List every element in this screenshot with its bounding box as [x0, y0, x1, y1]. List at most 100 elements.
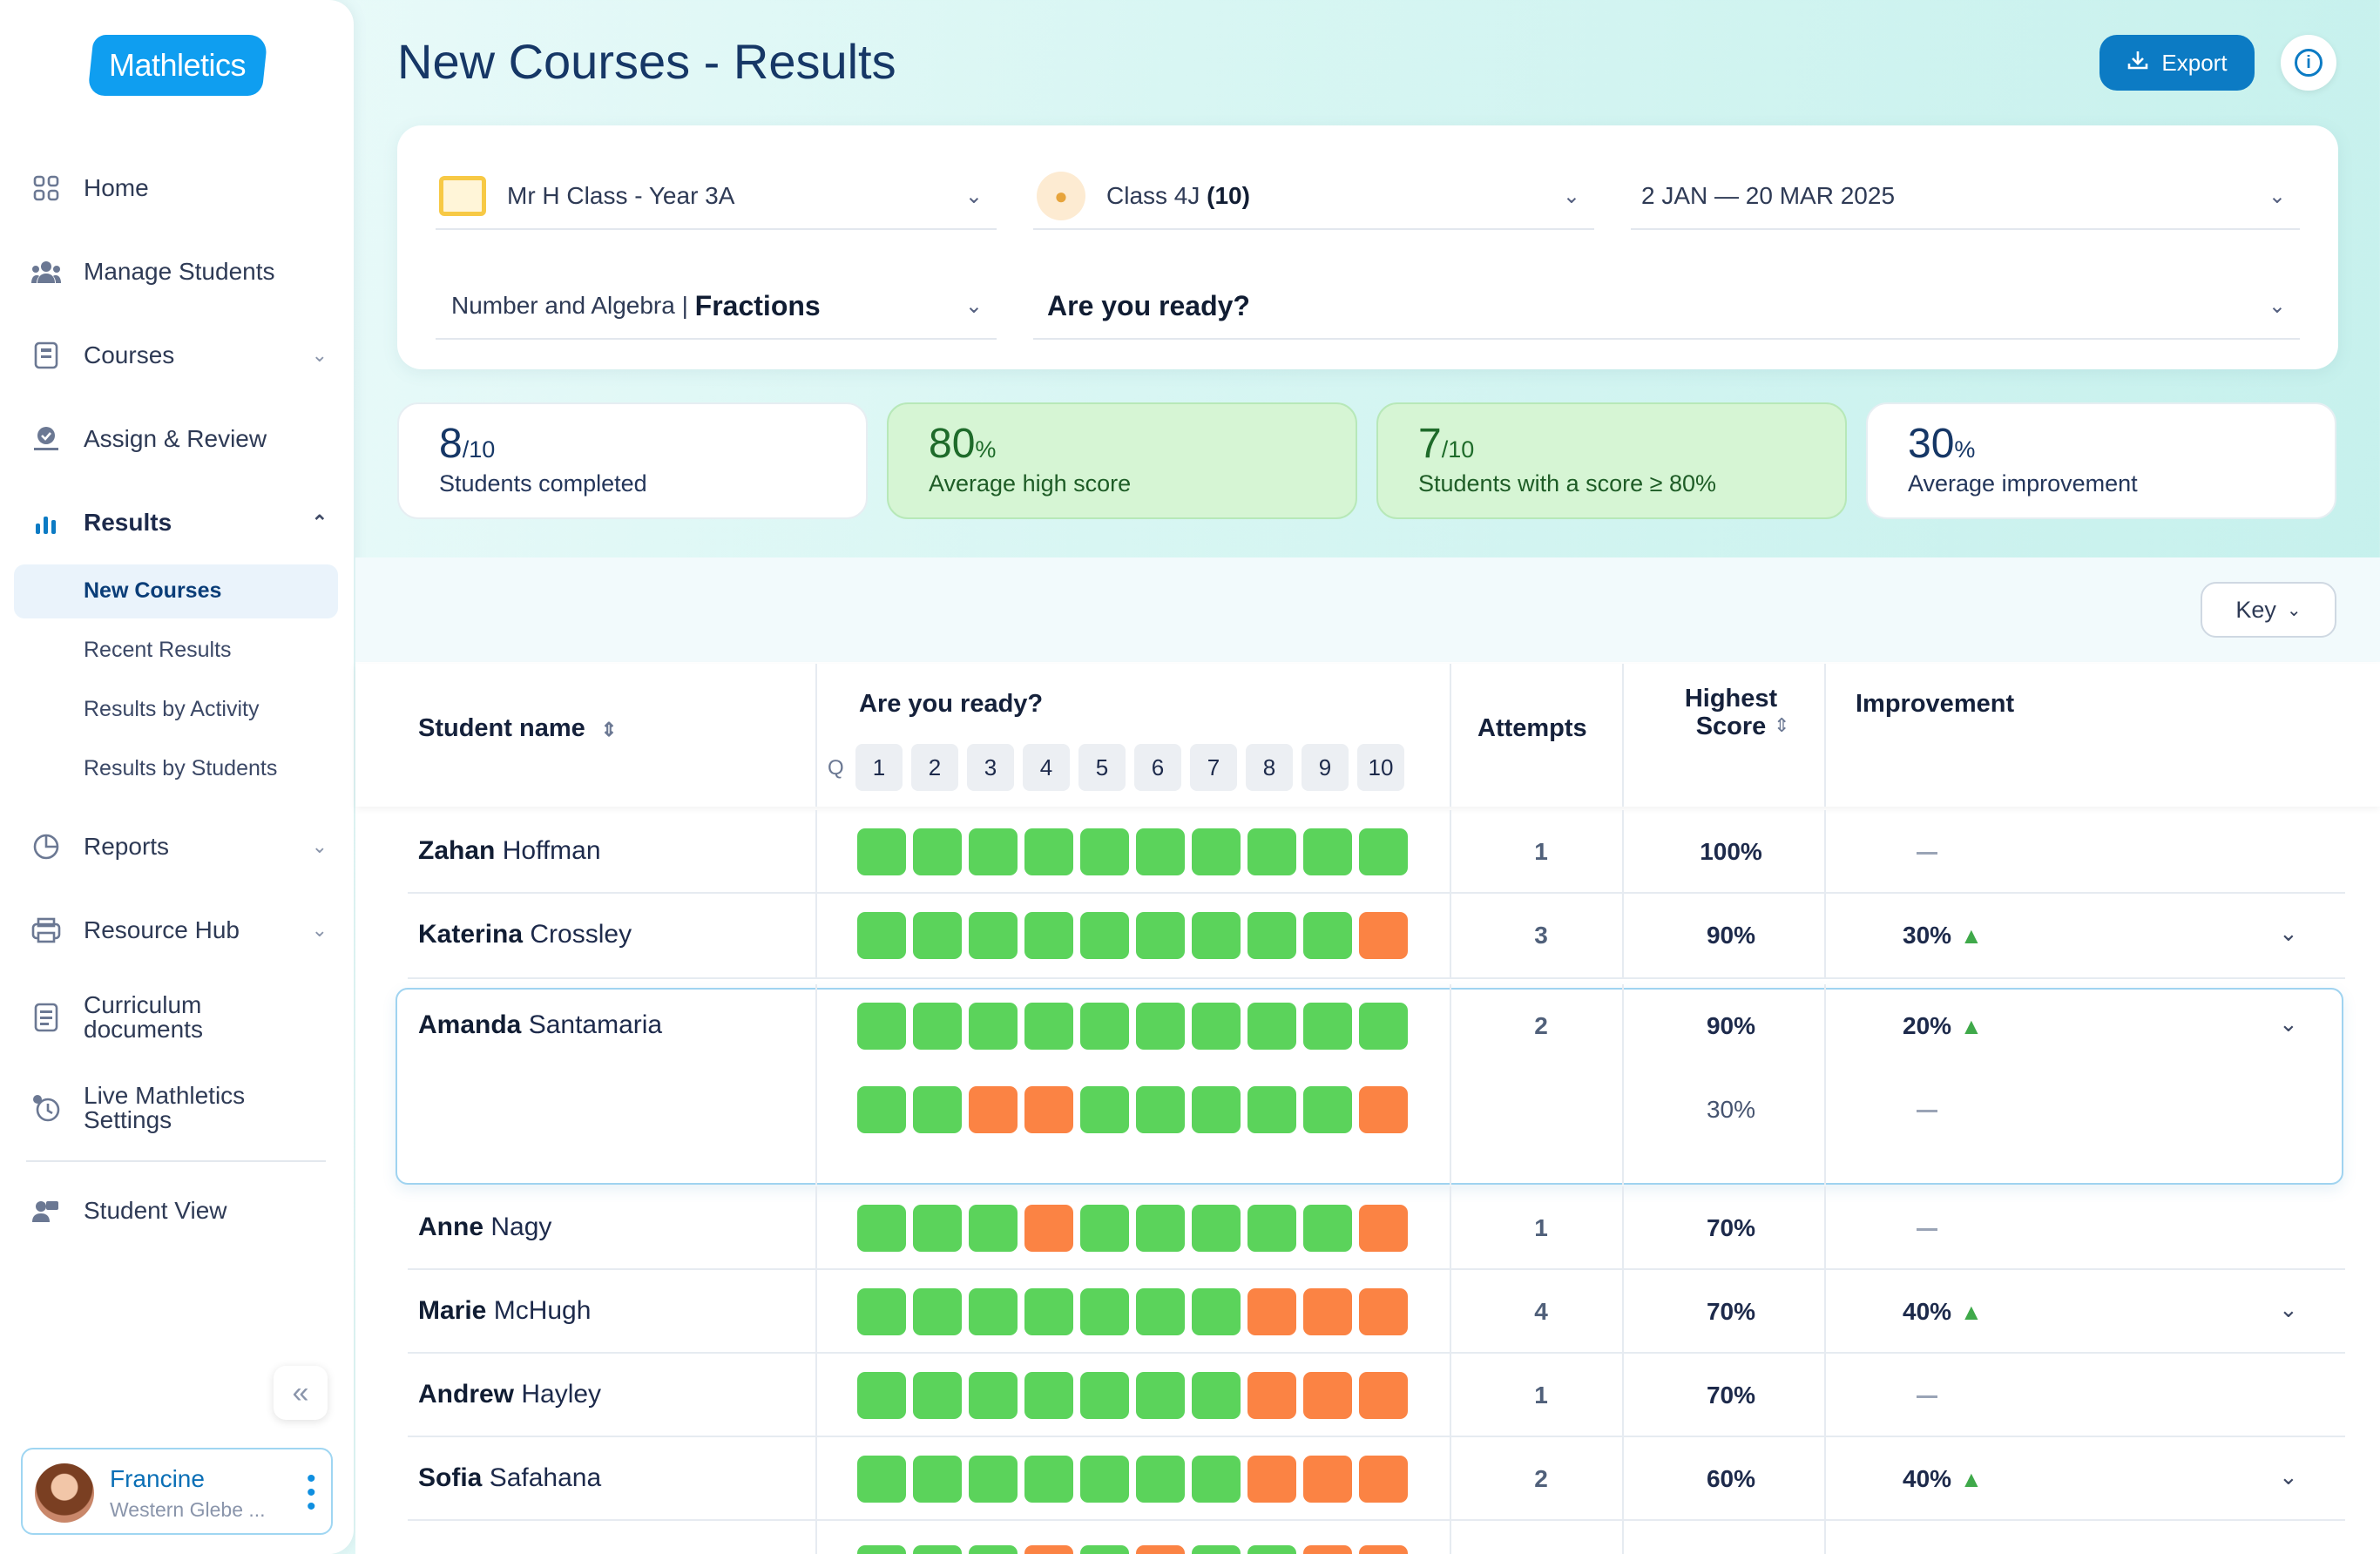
question-result-correct[interactable] [1192, 1545, 1241, 1554]
question-result-correct[interactable] [1024, 1372, 1073, 1419]
question-result-correct[interactable] [1192, 1372, 1241, 1419]
collapse-sidebar-button[interactable]: « [274, 1366, 328, 1420]
sidebar-item-reports[interactable]: Reports ⌄ [31, 821, 328, 873]
user-profile-card[interactable]: Francine Western Glebe ... • • • [21, 1448, 333, 1535]
table-row[interactable]: Zahan Hoffman 1 100% [355, 810, 2380, 894]
question-result-correct[interactable] [913, 1205, 962, 1252]
question-result-correct[interactable] [857, 1288, 906, 1335]
question-result-incorrect[interactable] [1359, 1205, 1408, 1252]
table-row[interactable]: Sofia Safahana 2 60% 40% ▲ ⌄ [355, 1437, 2380, 1521]
question-result-incorrect[interactable] [1359, 1288, 1408, 1335]
question-result-correct[interactable] [1080, 1086, 1129, 1133]
question-result-correct[interactable] [1192, 1288, 1241, 1335]
question-result-correct[interactable] [1303, 1205, 1352, 1252]
question-result-correct[interactable] [913, 1086, 962, 1133]
question-result-correct[interactable] [913, 1456, 962, 1503]
question-result-correct[interactable] [969, 1545, 1018, 1554]
question-result-correct[interactable] [969, 1372, 1018, 1419]
topic-select[interactable]: Number and Algebra | Fractions ⌄ [436, 274, 997, 340]
question-result-correct[interactable] [1080, 912, 1129, 959]
mathletics-logo[interactable]: Mathletics [87, 35, 268, 96]
question-result-incorrect[interactable] [1247, 1372, 1296, 1419]
expand-row-chevron-icon[interactable]: ⌄ [2279, 920, 2298, 946]
question-result-correct[interactable] [1303, 912, 1352, 959]
question-result-correct[interactable] [1024, 828, 1073, 875]
table-row[interactable]: Amanda Santamaria 2 90% 20% ▲ ⌄ 30% [355, 984, 2380, 1185]
question-result-correct[interactable] [1303, 1003, 1352, 1050]
question-result-correct[interactable] [969, 1288, 1018, 1335]
table-row[interactable]: Marie McHugh 4 70% 40% ▲ ⌄ [355, 1270, 2380, 1354]
sidebar-item-home[interactable]: Home [31, 162, 328, 214]
question-result-incorrect[interactable] [1359, 1086, 1408, 1133]
question-result-incorrect[interactable] [1303, 1456, 1352, 1503]
question-result-correct[interactable] [857, 1205, 906, 1252]
question-result-correct[interactable] [1080, 1003, 1129, 1050]
table-row[interactable]: Andrew Hayley 1 70% [355, 1354, 2380, 1437]
question-result-incorrect[interactable] [1359, 1372, 1408, 1419]
sidebar-item-assign-review[interactable]: Assign & Review [31, 413, 328, 465]
sidebar-item-manage-students[interactable]: Manage Students [31, 246, 328, 298]
question-result-correct[interactable] [1192, 828, 1241, 875]
student-name[interactable]: Andrew Hayley [418, 1380, 601, 1409]
question-result-correct[interactable] [913, 1003, 962, 1050]
question-result-correct[interactable] [857, 1003, 906, 1050]
question-result-correct[interactable] [1192, 1456, 1241, 1503]
question-result-incorrect[interactable] [1303, 1288, 1352, 1335]
question-result-correct[interactable] [1247, 1545, 1296, 1554]
question-result-correct[interactable] [1136, 1456, 1185, 1503]
question-result-correct[interactable] [1303, 828, 1352, 875]
question-result-correct[interactable] [1024, 1003, 1073, 1050]
question-result-correct[interactable] [913, 1372, 962, 1419]
question-result-incorrect[interactable] [1359, 912, 1408, 959]
sidebar-item-student-view[interactable]: Student View [31, 1185, 328, 1237]
question-result-correct[interactable] [857, 1545, 906, 1554]
question-result-correct[interactable] [1192, 1086, 1241, 1133]
question-result-correct[interactable] [1080, 828, 1129, 875]
question-result-correct[interactable] [1247, 1086, 1296, 1133]
question-result-correct[interactable] [1136, 828, 1185, 875]
question-result-correct[interactable] [1247, 1003, 1296, 1050]
question-result-incorrect[interactable] [1247, 1288, 1296, 1335]
student-name[interactable]: Marie McHugh [418, 1296, 591, 1326]
question-result-correct[interactable] [969, 1003, 1018, 1050]
question-result-correct[interactable] [1136, 1372, 1185, 1419]
question-result-incorrect[interactable] [1247, 1456, 1296, 1503]
question-result-correct[interactable] [857, 1456, 906, 1503]
question-result-correct[interactable] [1080, 1205, 1129, 1252]
question-result-correct[interactable] [913, 1288, 962, 1335]
question-result-correct[interactable] [1024, 1456, 1073, 1503]
student-name[interactable]: Zahan Hoffman [418, 836, 601, 866]
question-result-incorrect[interactable] [969, 1086, 1018, 1133]
question-result-correct[interactable] [1080, 1372, 1129, 1419]
question-result-incorrect[interactable] [1024, 1545, 1073, 1554]
question-result-correct[interactable] [1080, 1288, 1129, 1335]
question-result-incorrect[interactable] [1303, 1545, 1352, 1554]
question-result-incorrect[interactable] [1359, 1456, 1408, 1503]
group-select[interactable]: ● Class 4J (10) ⌄ [1033, 164, 1594, 230]
question-result-correct[interactable] [1359, 828, 1408, 875]
highest-score-header[interactable]: Highest Score [1657, 685, 1805, 740]
question-result-correct[interactable] [969, 1456, 1018, 1503]
export-button[interactable]: Export [2099, 35, 2255, 91]
question-result-incorrect[interactable] [1024, 1205, 1073, 1252]
question-result-correct[interactable] [1247, 1205, 1296, 1252]
question-result-correct[interactable] [1136, 1003, 1185, 1050]
question-result-correct[interactable] [913, 828, 962, 875]
question-result-correct[interactable] [969, 1205, 1018, 1252]
sidebar-item-results[interactable]: Results ⌃ [31, 497, 328, 549]
sidebar-sub-recent-results[interactable]: Recent Results [84, 638, 232, 662]
student-name[interactable]: Sofia Safahana [418, 1463, 601, 1493]
question-result-incorrect[interactable] [1136, 1545, 1185, 1554]
sidebar-item-courses[interactable]: Courses ⌄ [31, 329, 328, 382]
expand-row-chevron-icon[interactable]: ⌄ [2279, 1296, 2298, 1322]
key-button[interactable]: Key ⌄ [2201, 582, 2336, 638]
activity-select[interactable]: Are you ready? ⌄ [1033, 274, 2300, 340]
date-range-select[interactable]: 2 JAN — 20 MAR 2025 ⌄ [1631, 164, 2300, 230]
question-result-correct[interactable] [913, 912, 962, 959]
sidebar-item-live-settings[interactable]: Live Mathletics Settings [31, 1082, 328, 1134]
question-result-correct[interactable] [1136, 1288, 1185, 1335]
sidebar-sub-results-by-students[interactable]: Results by Students [84, 756, 278, 780]
question-result-correct[interactable] [857, 1372, 906, 1419]
question-result-correct[interactable] [1192, 912, 1241, 959]
question-result-correct[interactable] [1303, 1086, 1352, 1133]
